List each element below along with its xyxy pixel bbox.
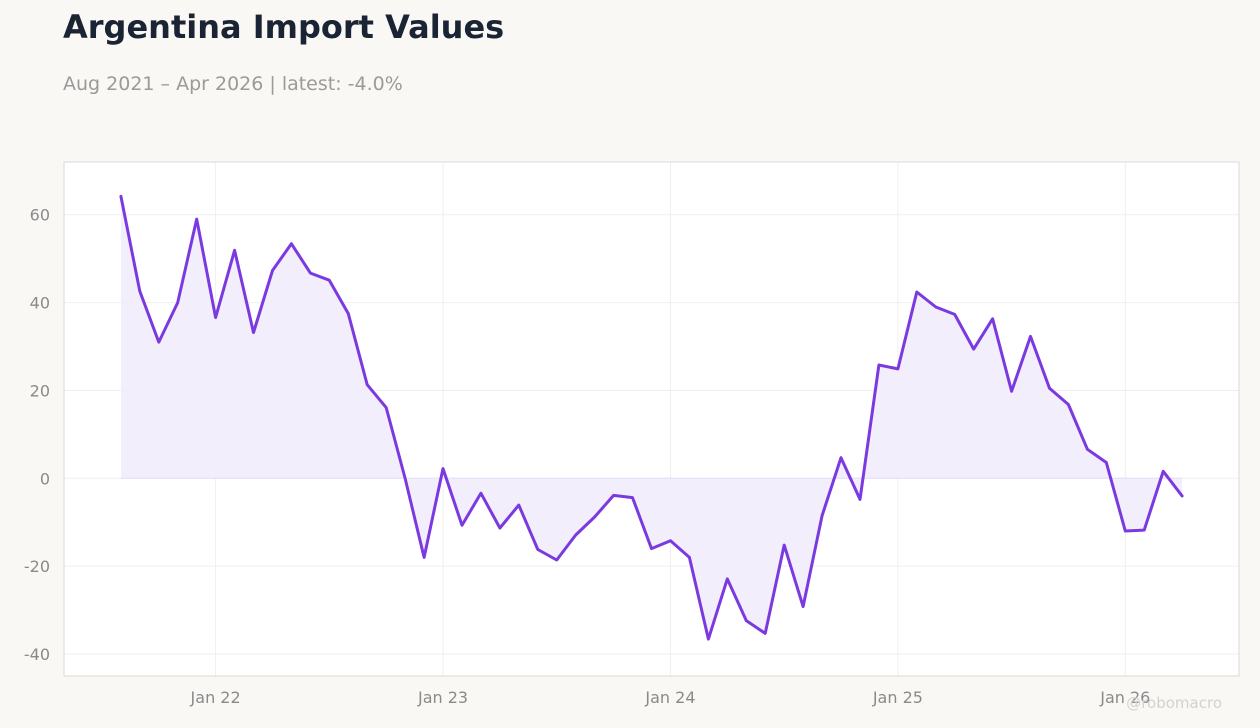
data-point bbox=[953, 313, 956, 316]
data-point bbox=[934, 305, 937, 308]
data-point bbox=[972, 348, 975, 351]
x-tick-label: Jan 23 bbox=[417, 688, 468, 707]
data-point bbox=[896, 367, 899, 370]
data-point bbox=[783, 544, 786, 547]
data-point bbox=[517, 504, 520, 507]
data-point bbox=[707, 638, 710, 641]
data-point bbox=[1067, 403, 1070, 406]
x-tick-label: Jan 26 bbox=[1099, 688, 1150, 707]
data-point bbox=[631, 496, 634, 499]
data-point bbox=[404, 477, 407, 480]
series-line bbox=[119, 194, 1184, 641]
chart-title: Argentina Import Values bbox=[63, 8, 505, 46]
x-tick-label: Jan 24 bbox=[644, 688, 695, 707]
series-area bbox=[120, 196, 1183, 640]
data-point bbox=[574, 533, 577, 536]
data-point bbox=[555, 559, 558, 562]
data-point bbox=[1105, 461, 1108, 464]
y-tick-label: 0 bbox=[40, 469, 50, 488]
data-point bbox=[1181, 494, 1184, 497]
data-point bbox=[460, 524, 463, 527]
data-point bbox=[157, 341, 160, 344]
data-point bbox=[858, 498, 861, 501]
data-point bbox=[119, 195, 122, 198]
data-point bbox=[915, 291, 918, 294]
y-tick-label: -20 bbox=[24, 557, 50, 576]
data-point bbox=[442, 467, 445, 470]
data-point bbox=[479, 492, 482, 495]
data-point bbox=[593, 515, 596, 518]
data-point bbox=[347, 312, 350, 315]
data-point bbox=[1162, 470, 1165, 473]
data-point bbox=[498, 526, 501, 529]
data-point bbox=[271, 269, 274, 272]
area-layer bbox=[120, 196, 1183, 640]
data-point bbox=[802, 605, 805, 608]
data-point bbox=[726, 577, 729, 580]
data-point bbox=[385, 406, 388, 409]
x-tick-label: Jan 22 bbox=[190, 688, 241, 707]
data-point bbox=[991, 317, 994, 320]
plot-border bbox=[63, 161, 1240, 677]
data-point bbox=[1010, 390, 1013, 393]
data-point bbox=[669, 539, 672, 542]
data-point bbox=[1143, 529, 1146, 532]
series-line-layer bbox=[119, 194, 1184, 641]
y-tick-label: -40 bbox=[24, 645, 50, 664]
watermark: @robomacro bbox=[1126, 694, 1222, 712]
data-point bbox=[138, 290, 141, 293]
data-point bbox=[821, 514, 824, 517]
data-point bbox=[214, 316, 217, 319]
data-point bbox=[366, 383, 369, 386]
y-tick-label: 40 bbox=[30, 294, 50, 313]
data-point bbox=[176, 301, 179, 304]
data-point bbox=[1029, 335, 1032, 338]
data-point bbox=[840, 456, 843, 459]
data-point bbox=[1124, 530, 1127, 533]
data-point bbox=[877, 363, 880, 366]
data-point bbox=[1048, 387, 1051, 390]
data-point bbox=[612, 494, 615, 497]
data-point bbox=[233, 249, 236, 252]
data-point bbox=[252, 331, 255, 334]
data-point bbox=[290, 242, 293, 245]
axis-labels: -40 -20 0 20 40 60 Jan 22 Jan 23 Jan 24 Jan 25 Jan… bbox=[24, 206, 1150, 707]
data-point bbox=[195, 218, 198, 221]
data-point bbox=[1086, 448, 1089, 451]
y-tick-label: 20 bbox=[30, 381, 50, 400]
data-point bbox=[745, 619, 748, 622]
data-point bbox=[536, 548, 539, 551]
data-point bbox=[423, 556, 426, 559]
x-tick-label: Jan 25 bbox=[872, 688, 923, 707]
data-point bbox=[688, 556, 691, 559]
y-tick-label: 60 bbox=[30, 206, 50, 225]
data-point bbox=[328, 279, 331, 282]
data-point bbox=[650, 547, 653, 550]
data-point bbox=[764, 632, 767, 635]
chart-subtitle: Aug 2021 – Apr 2026 | latest: -4.0% bbox=[63, 73, 403, 95]
data-point bbox=[309, 272, 312, 275]
